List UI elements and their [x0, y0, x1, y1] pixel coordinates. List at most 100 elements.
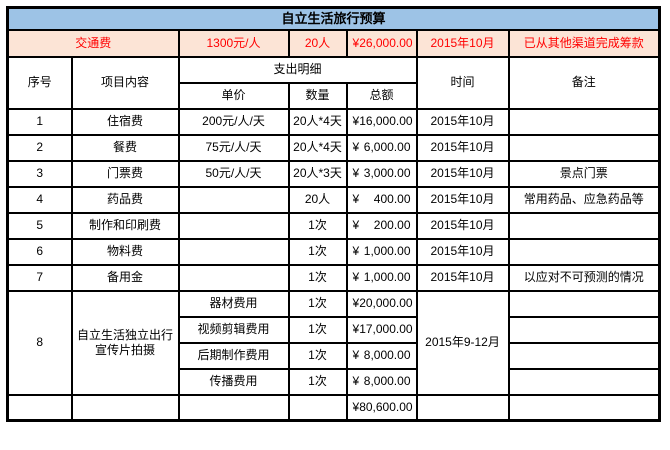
currency-symbol: ¥: [352, 399, 360, 414]
cell-index: 3: [6, 159, 73, 188]
header-quantity: 数量: [287, 81, 348, 110]
cell-remark: [507, 133, 661, 162]
amount: 400.00: [373, 192, 411, 206]
cell-time: 2015年10月: [415, 211, 510, 240]
currency-symbol: ¥: [352, 270, 360, 284]
cell-unit-price: [177, 263, 290, 292]
currency-symbol: ¥: [352, 192, 360, 206]
cell-index: 5: [6, 211, 73, 240]
cell-quantity: 1次: [287, 315, 348, 344]
money-value: ¥ 1,000.00: [351, 270, 413, 285]
amount: 200.00: [373, 218, 411, 232]
cell-unit-price: [177, 211, 290, 240]
cell-unit-price: [177, 393, 290, 422]
cell-total: ¥ 17,000.00: [345, 315, 418, 344]
cell-time: 2015年10月: [415, 28, 510, 58]
cell-time: [415, 393, 510, 422]
cell-unit-price: 200元/人/天: [177, 107, 290, 136]
currency-symbol: ¥: [352, 35, 360, 50]
table-row: 6 物料费 1次 ¥ 1,000.00 2015年10月: [6, 237, 661, 266]
amount: 17,000.00: [359, 322, 413, 336]
cell-remark: 已从其他渠道完成筹款: [507, 28, 661, 58]
cell-remark: [507, 315, 661, 344]
cell-unit-price: 1300元/人: [177, 28, 290, 58]
amount: 16,000.00: [359, 114, 413, 128]
cell-remark: 常用药品、应急药品等: [507, 185, 661, 214]
cell-quantity: 20人*4天: [287, 133, 348, 162]
cell-quantity: 1次: [287, 211, 348, 240]
cell-item: 餐费: [70, 133, 180, 162]
cell-index: 8: [6, 289, 73, 396]
currency-symbol: ¥: [352, 166, 360, 180]
cell-unit-price: 50元/人/天: [177, 159, 290, 188]
cell-sub-item: 传播费用: [177, 367, 290, 396]
table-row: 2 餐费 75元/人/天 20人*4天 ¥ 6,000.00 2015年10月: [6, 133, 661, 162]
money-value: ¥ 8,000.00: [351, 374, 413, 389]
table-sub-row: 视频剪辑费用 1次 ¥ 17,000.00: [8, 315, 661, 344]
budget-table: 自立生活旅行预算 交通费 1300元/人 20人 ¥ 26,000.00 201…: [6, 6, 662, 422]
cell-quantity: 1次: [287, 237, 348, 266]
table-row: 7 备用金 1次 ¥ 1,000.00 2015年10月 以应对不可预测的情况: [6, 263, 661, 292]
cell-time: 2015年10月: [415, 133, 510, 162]
money-value: ¥ 200.00: [351, 218, 413, 233]
cell-total: ¥ 16,000.00: [345, 107, 418, 136]
cell-index: 6: [6, 237, 73, 266]
cell-sub-item: 后期制作费用: [177, 341, 290, 370]
currency-symbol: ¥: [352, 114, 360, 128]
cell-item: 住宿费: [70, 107, 180, 136]
header-index: 序号: [6, 55, 73, 110]
cell-remark: 景点门票: [507, 159, 661, 188]
amount: 1,000.00: [363, 270, 411, 284]
cell-item: [70, 393, 180, 422]
amount: 3,000.00: [363, 166, 411, 180]
cell-quantity: 1次: [287, 263, 348, 292]
cell-remark: [507, 393, 661, 422]
cell-total: ¥ 8,000.00: [345, 367, 418, 396]
cell-time: 2015年9-12月: [415, 289, 510, 396]
cell-item: 自立生活独立出行宣传片拍摄: [70, 289, 180, 396]
cell-remark: [507, 107, 661, 136]
header-row-2: 单价 数量 总额: [8, 81, 660, 110]
page-title: 自立生活旅行预算: [6, 6, 661, 31]
cell-quantity: 20人: [287, 185, 348, 214]
cell-item: 备用金: [70, 263, 180, 292]
amount: 20,000.00: [359, 296, 413, 310]
currency-symbol: ¥: [352, 322, 360, 336]
cell-quantity: 20人*4天: [287, 107, 348, 136]
cell-total: ¥ 20,000.00: [345, 289, 418, 318]
cell-time: 2015年10月: [415, 185, 510, 214]
money-value: ¥ 17,000.00: [351, 322, 413, 337]
money-value: ¥ 20,000.00: [351, 296, 413, 311]
header-details-group: 支出明细: [177, 55, 418, 84]
money-value: ¥ 16,000.00: [351, 114, 413, 129]
cell-item: 门票费: [70, 159, 180, 188]
cell-remark: [507, 211, 661, 240]
currency-symbol: ¥: [352, 374, 360, 388]
budget-sheet: 自立生活旅行预算 交通费 1300元/人 20人 ¥ 26,000.00 201…: [6, 6, 662, 422]
currency-symbol: ¥: [352, 218, 360, 232]
cell-total: ¥ 1,000.00: [345, 263, 418, 292]
cell-time: 2015年10月: [415, 237, 510, 266]
cell-remark: [507, 367, 661, 396]
cell-quantity: 1次: [287, 367, 348, 396]
cell-total: ¥ 3,000.00: [345, 159, 418, 188]
amount: 8,000.00: [363, 348, 411, 362]
cell-total: ¥ 1,000.00: [345, 237, 418, 266]
amount: 26,000.00: [359, 35, 413, 50]
grand-total-row: ¥ 80,600.00: [6, 393, 661, 422]
table-row-group: 8 自立生活独立出行宣传片拍摄 器材费用 1次 ¥ 20,000.00 2015…: [6, 289, 661, 396]
cell-unit-price: 75元/人/天: [177, 133, 290, 162]
table-row: 1 住宿费 200元/人/天 20人*4天 ¥ 16,000.00 2015年1…: [6, 107, 661, 136]
cell-total: ¥ 200.00: [345, 211, 418, 240]
cell-time: 2015年10月: [415, 263, 510, 292]
cell-quantity: 20人: [287, 28, 348, 58]
amount: 6,000.00: [363, 140, 411, 154]
currency-symbol: ¥: [352, 348, 360, 362]
table-row: 3 门票费 50元/人/天 20人*3天 ¥ 3,000.00 2015年10月…: [6, 159, 661, 188]
table-row: 4 药品费 20人 ¥ 400.00 2015年10月 常用药品、应急药品等: [6, 185, 661, 214]
header-total: 总额: [345, 81, 418, 110]
title-row: 自立生活旅行预算: [6, 6, 661, 31]
cell-time: 2015年10月: [415, 107, 510, 136]
money-value: ¥ 26,000.00: [351, 36, 413, 51]
cell-index: [6, 393, 73, 422]
